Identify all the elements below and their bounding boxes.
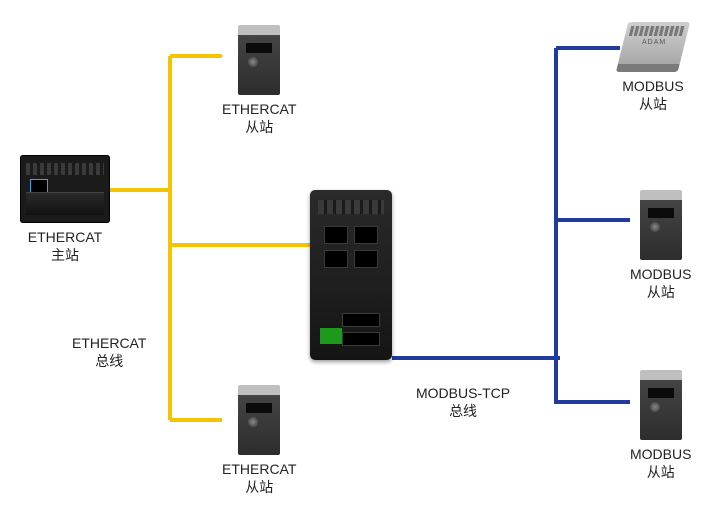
drive-icon [238, 25, 280, 95]
ethercat-trunk-vertical [168, 56, 172, 420]
modbus-slave-2-node: MODBUS 从站 [630, 190, 691, 301]
ethercat-master-label: ETHERCAT 主站 [28, 229, 102, 264]
ethercat-bus-label: ETHERCAT 总线 [72, 335, 146, 370]
ethercat-master-node: ETHERCAT 主站 [20, 155, 110, 264]
modbus-trunk-vertical [554, 48, 558, 404]
ethercat-slave-2-node: ETHERCAT 从站 [222, 385, 296, 496]
modbus-slave-1-label: MODBUS 从站 [622, 78, 683, 113]
diagram-canvas: ETHERCAT 主站 ETHERCAT 从站 ETHERCAT 从站 ADAM… [0, 0, 728, 512]
modbus-slave3-link [556, 400, 630, 404]
ethercat-slave-1-label: ETHERCAT 从站 [222, 101, 296, 136]
ethercat-to-gateway-link [170, 243, 310, 247]
modbus-slave-3-label: MODBUS 从站 [630, 446, 691, 481]
modbus-from-gateway-link [392, 356, 560, 360]
ethercat-slave2-link [170, 418, 222, 422]
adam-module-icon: ADAM [616, 22, 690, 72]
gateway-node [310, 190, 392, 360]
modbus-slave-1-node: ADAM MODBUS 从站 [622, 22, 684, 113]
drive-icon [640, 190, 682, 260]
modbus-bus-label: MODBUS-TCP 总线 [416, 385, 510, 420]
ethercat-slave1-link [170, 54, 222, 58]
modbus-slave2-link [556, 218, 630, 222]
plc-icon [20, 155, 110, 223]
modbus-slave-2-label: MODBUS 从站 [630, 266, 691, 301]
ethercat-slave-2-label: ETHERCAT 从站 [222, 461, 296, 496]
drive-icon [640, 370, 682, 440]
ethercat-master-link [110, 188, 172, 192]
modbus-slave-3-node: MODBUS 从站 [630, 370, 691, 481]
ethercat-slave-1-node: ETHERCAT 从站 [222, 25, 296, 136]
drive-icon [238, 385, 280, 455]
gateway-switch-icon [310, 190, 392, 360]
modbus-slave1-link [556, 46, 620, 50]
